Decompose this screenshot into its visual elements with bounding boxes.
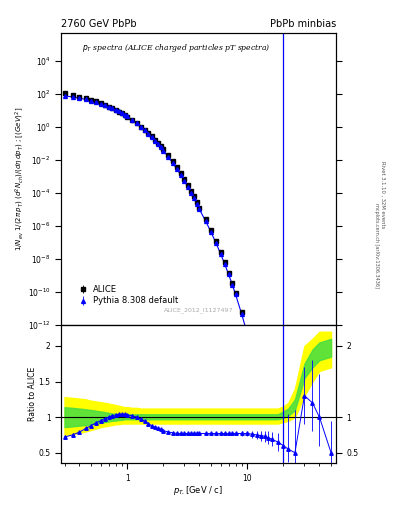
Legend: ALICE, Pythia 8.308 default: ALICE, Pythia 8.308 default <box>73 282 181 309</box>
Text: Rivet 3.1.10 , 32M events: Rivet 3.1.10 , 32M events <box>381 161 386 228</box>
Text: $p_T$ spectra (ALICE charged particles pT spectra): $p_T$ spectra (ALICE charged particles p… <box>82 42 271 54</box>
Text: 2760 GeV PbPb: 2760 GeV PbPb <box>61 19 136 29</box>
Text: mcplots.cern.ch [arXiv:1306.3436]: mcplots.cern.ch [arXiv:1306.3436] <box>374 203 378 288</box>
Text: PbPb minbias: PbPb minbias <box>270 19 336 29</box>
Y-axis label: Ratio to ALICE: Ratio to ALICE <box>28 367 37 421</box>
Y-axis label: $1 / N_{ev}$ $1 / (2\pi\, p_T)$ $(d^2N_{ch}) / (d\eta\, dp_T)$ ; $[(GeV)^2]$: $1 / N_{ev}$ $1 / (2\pi\, p_T)$ $(d^2N_{… <box>13 107 26 251</box>
X-axis label: $p_{T,}$[GeV / c]: $p_{T,}$[GeV / c] <box>173 484 224 497</box>
Text: ALICE_2012_I1127497: ALICE_2012_I1127497 <box>164 307 233 313</box>
